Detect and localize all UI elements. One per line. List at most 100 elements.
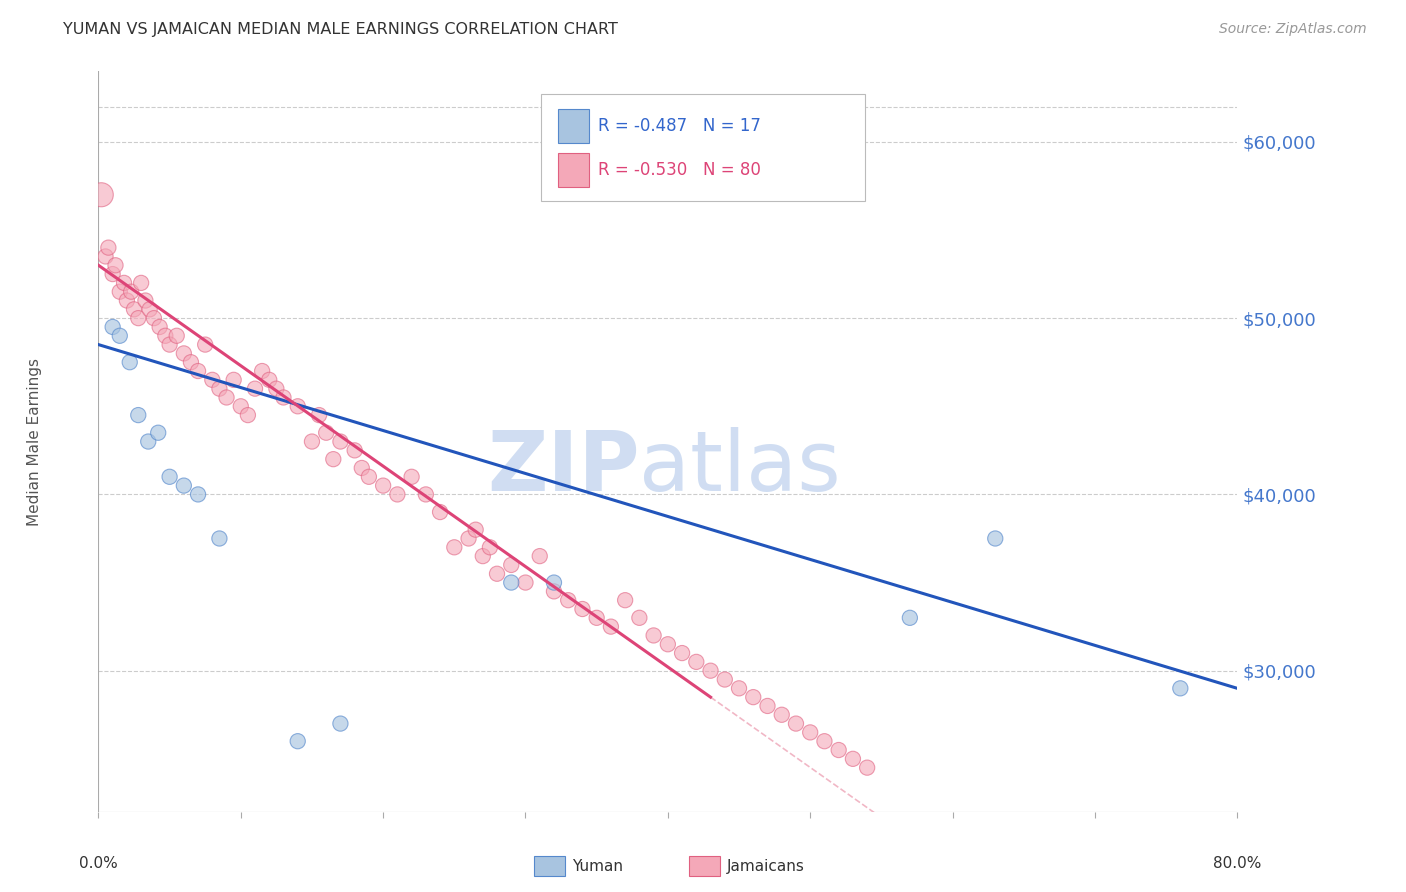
Point (166, 328, 188, 343)
Point (108, 328, 131, 343)
Point (322, 452, 344, 467)
Text: ZIP: ZIP (486, 427, 640, 508)
Point (134, 293, 156, 308)
Point (699, 664, 721, 678)
Point (350, 461, 373, 475)
Point (329, 716, 352, 731)
Point (685, 655, 707, 669)
Point (101, 320, 124, 334)
Text: Source: ZipAtlas.com: Source: ZipAtlas.com (1219, 22, 1367, 37)
Point (127, 311, 149, 326)
Point (187, 487, 209, 501)
Text: Yuman: Yuman (572, 859, 623, 873)
Point (478, 541, 501, 555)
Point (813, 734, 835, 748)
Text: Median Male Earnings: Median Male Earnings (27, 358, 42, 525)
Point (1170, 681, 1192, 696)
Point (250, 364, 273, 378)
Point (155, 328, 177, 343)
Point (628, 611, 651, 625)
Point (208, 532, 231, 546)
Point (273, 391, 295, 405)
Point (614, 593, 637, 607)
Point (728, 681, 751, 696)
Point (159, 337, 181, 351)
Point (471, 549, 494, 563)
Point (101, 267, 124, 281)
Point (515, 575, 537, 590)
Point (229, 399, 252, 413)
Point (112, 276, 135, 290)
Text: Jamaicans: Jamaicans (727, 859, 804, 873)
Text: R = -0.530   N = 80: R = -0.530 N = 80 (598, 161, 761, 179)
Point (180, 355, 202, 369)
Point (486, 566, 509, 581)
Point (543, 584, 565, 599)
Point (643, 628, 665, 642)
Point (543, 575, 565, 590)
Point (984, 532, 1007, 546)
Point (657, 637, 679, 651)
Point (149, 320, 172, 334)
Point (387, 487, 409, 501)
Point (118, 355, 141, 369)
Point (115, 293, 138, 308)
Point (756, 698, 779, 713)
Point (266, 382, 288, 396)
Point (138, 302, 160, 317)
Point (148, 425, 170, 440)
Point (301, 434, 323, 449)
Point (201, 373, 224, 387)
Point (457, 532, 479, 546)
Point (770, 707, 793, 722)
Text: 80.0%: 80.0% (1213, 855, 1261, 871)
Point (799, 725, 821, 739)
Point (173, 478, 195, 492)
Point (308, 408, 330, 422)
Text: 0.0%: 0.0% (79, 855, 118, 871)
Point (90, 187, 112, 202)
Point (329, 434, 352, 449)
Text: YUMAN VS JAMAICAN MEDIAN MALE EARNINGS CORRELATION CHART: YUMAN VS JAMAICAN MEDIAN MALE EARNINGS C… (63, 22, 619, 37)
Point (828, 743, 851, 757)
Point (259, 373, 281, 387)
Text: atlas: atlas (640, 427, 841, 508)
Point (142, 311, 165, 326)
Point (129, 276, 152, 290)
Point (222, 373, 245, 387)
Point (429, 505, 451, 519)
Text: R = -0.487   N = 17: R = -0.487 N = 17 (598, 117, 761, 135)
Point (122, 302, 145, 317)
Point (315, 425, 337, 440)
Point (215, 391, 238, 405)
Point (127, 408, 149, 422)
Point (585, 611, 607, 625)
Point (94, 250, 117, 264)
Point (714, 673, 737, 687)
Point (287, 399, 309, 413)
Point (571, 602, 593, 616)
Point (120, 285, 142, 299)
Point (842, 752, 865, 766)
Point (108, 285, 131, 299)
Point (136, 434, 159, 449)
Point (97, 241, 120, 255)
Point (243, 382, 266, 396)
Point (357, 470, 380, 484)
Point (557, 593, 579, 607)
Point (671, 646, 693, 660)
Point (742, 690, 765, 705)
Point (600, 620, 623, 634)
Point (443, 541, 465, 555)
Point (208, 382, 231, 396)
Point (415, 487, 437, 501)
Point (236, 408, 259, 422)
Point (287, 734, 309, 748)
Point (371, 478, 394, 492)
Point (501, 575, 523, 590)
Point (187, 364, 209, 378)
Point (856, 761, 879, 775)
Point (173, 346, 195, 360)
Point (898, 611, 921, 625)
Point (401, 470, 423, 484)
